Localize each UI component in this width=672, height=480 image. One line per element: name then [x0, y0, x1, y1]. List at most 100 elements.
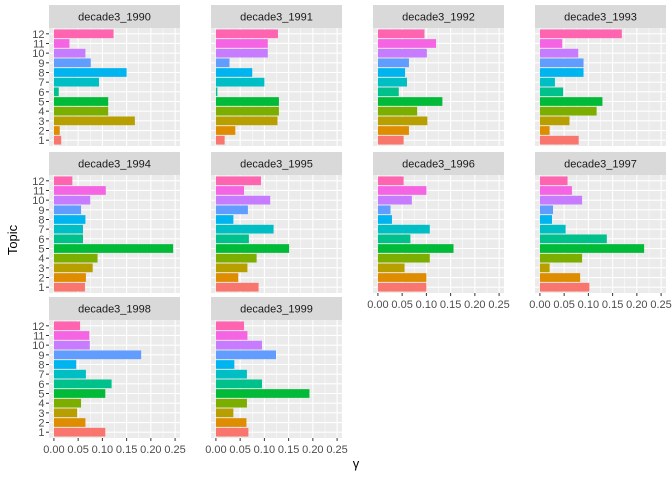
x-tick-label: 0.00 [43, 444, 64, 456]
bar-topic-7 [215, 224, 274, 234]
facet-strip [49, 5, 180, 28]
x-tick-label: 0.25 [326, 444, 347, 456]
bar-topic-1 [215, 427, 249, 437]
bar-topic-9 [215, 58, 230, 68]
bar-topic-11 [539, 186, 572, 195]
y-tick-label: 12 [32, 321, 44, 333]
y-tick-label: 11 [33, 185, 44, 197]
y-tick-label: 7 [38, 77, 44, 89]
bar-topic-5 [377, 244, 454, 253]
bar-topic-2 [215, 418, 247, 427]
y-tick-label: 9 [38, 205, 44, 217]
bar-topic-1 [377, 282, 427, 292]
x-tick-label: 0.15 [278, 444, 299, 456]
bar-topic-11 [53, 331, 90, 340]
y-tick-label: 5 [38, 244, 44, 256]
facet-strip [373, 5, 504, 28]
y-tick-label: 3 [38, 408, 44, 420]
bar-topic-11 [539, 39, 563, 48]
y-tick-label: 1 [38, 282, 44, 294]
bar-topic-7 [377, 224, 430, 234]
bar-topic-1 [539, 282, 590, 292]
bar-topic-4 [53, 398, 82, 408]
x-tick-label: 0.25 [650, 299, 671, 311]
facet-strip-label: decade3_1992 [402, 12, 475, 24]
bar-topic-9 [53, 350, 142, 360]
bar-topic-6 [539, 87, 564, 97]
facet-strip [49, 297, 180, 320]
bar-topic-2 [215, 126, 236, 135]
bar-topic-5 [53, 389, 106, 398]
bar-topic-8 [53, 360, 77, 369]
bar-topic-4 [539, 106, 597, 116]
bar-topic-1 [53, 135, 62, 145]
bar-topic-9 [377, 58, 409, 68]
bar-topic-10 [53, 48, 86, 58]
facet-strip-label: decade3_1996 [402, 159, 475, 171]
bar-topic-10 [215, 48, 268, 58]
x-tick-label: 0.15 [440, 299, 461, 311]
bar-topic-1 [215, 282, 259, 292]
bar-topic-11 [215, 186, 245, 195]
y-tick-label: 6 [38, 234, 44, 246]
bar-topic-3 [53, 263, 93, 273]
x-tick-label: 0.15 [116, 444, 137, 456]
bar-topic-9 [377, 205, 391, 215]
facet-strip [535, 5, 666, 28]
bar-topic-5 [215, 389, 310, 398]
bar-topic-8 [377, 68, 406, 77]
y-tick-label: 8 [38, 359, 44, 371]
bar-topic-12 [215, 321, 245, 331]
bar-topic-11 [215, 331, 248, 340]
y-tick-label: 3 [38, 263, 44, 275]
bar-topic-4 [53, 253, 98, 263]
x-tick-label: 0.00 [529, 299, 550, 311]
bar-topic-12 [53, 29, 114, 39]
y-tick-label: 12 [32, 176, 44, 188]
bar-topic-4 [377, 106, 418, 116]
facet-decade3_1993: decade3_1993 [535, 5, 666, 146]
y-tick-label: 7 [38, 224, 44, 236]
bar-topic-9 [215, 205, 248, 215]
bar-topic-8 [53, 68, 127, 77]
bar-topic-2 [539, 273, 581, 282]
y-tick-label: 2 [38, 126, 44, 138]
facet-strip-label: decade3_1991 [240, 12, 313, 24]
y-tick-label: 10 [32, 195, 44, 207]
bar-topic-2 [377, 273, 427, 282]
x-tick-label: 0.05 [553, 299, 574, 311]
bar-topic-3 [215, 263, 248, 273]
bar-topic-1 [53, 427, 106, 437]
bar-topic-4 [215, 106, 279, 116]
bar-topic-10 [377, 48, 427, 58]
facet-strip-label: decade3_1998 [78, 304, 151, 316]
bar-topic-1 [377, 135, 404, 145]
y-tick-label: 3 [38, 116, 44, 128]
facet-strip [211, 152, 342, 175]
x-tick-label: 0.05 [229, 444, 250, 456]
facet-decade3_1995: decade3_1995 [211, 152, 342, 293]
x-tick-label: 0.00 [367, 299, 388, 311]
bar-topic-10 [377, 195, 412, 205]
bar-topic-11 [53, 39, 70, 48]
bar-topic-4 [377, 253, 430, 263]
x-tick-label: 0.20 [626, 299, 647, 311]
bar-topic-12 [53, 321, 81, 331]
bar-topic-7 [215, 77, 265, 87]
y-tick-label: 2 [38, 418, 44, 430]
y-tick-label: 11 [33, 38, 44, 50]
bar-topic-9 [53, 205, 82, 215]
bar-topic-7 [215, 369, 247, 379]
y-tick-label: 4 [38, 106, 44, 118]
bar-topic-2 [53, 126, 60, 135]
y-tick-label: 10 [32, 340, 44, 352]
y-tick-label: 9 [38, 350, 44, 362]
bar-topic-7 [53, 369, 86, 379]
y-tick-label: 10 [32, 48, 44, 60]
bar-topic-3 [215, 116, 278, 126]
bar-topic-2 [539, 126, 550, 135]
bar-topic-12 [215, 29, 278, 39]
